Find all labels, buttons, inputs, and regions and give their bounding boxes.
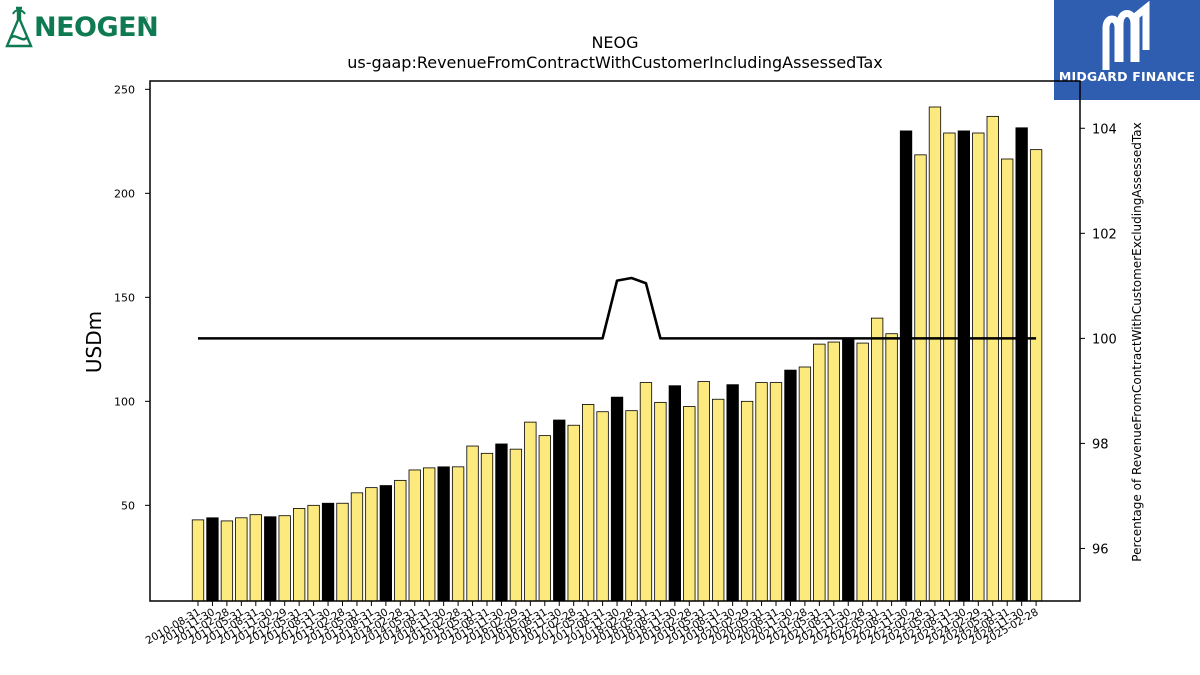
y-tick-label: 250 [114,83,135,96]
bar-2014-11-30 [437,466,450,602]
y2-tick-label: 96 [1092,542,1109,557]
bar-2019-11-30 [726,384,739,602]
bar-2019-08-31 [712,398,725,602]
bar-2018-05-31 [639,382,653,602]
bar-2011-08-31 [249,514,262,602]
bar-2017-05-31 [582,404,595,602]
bar-2010-08-31 [191,519,205,602]
bar-2015-11-30 [495,443,508,602]
bar-2025-02-28 [1029,149,1043,602]
y2-tick-label: 102 [1092,227,1117,242]
bar-2022-11-30 [899,130,913,602]
registered-mark: ® [142,16,149,24]
bar-2011-11-30 [264,516,277,602]
bar-2016-08-31 [538,435,551,602]
bar-2015-02-28 [451,466,465,602]
bar-2011-05-31 [235,517,248,602]
bar-2021-02-28 [798,366,812,602]
bars [191,106,1043,602]
bar-2024-05-31 [986,115,999,602]
bar-2013-08-31 [365,487,378,602]
bar-2014-02-28 [394,479,407,602]
bar-2023-11-30 [957,130,970,602]
bar-2015-05-31 [466,445,479,602]
x-axis: 2010-08-312010-11-302011-02-282011-05-31… [144,601,1041,647]
bar-2014-08-31 [423,467,436,602]
neogen-logo: NEOGEN ® [4,4,159,52]
bar-2012-11-30 [321,502,335,602]
bar-2019-05-31 [697,381,710,602]
bar-2016-05-31 [524,421,537,602]
y-tick-label: 100 [114,395,135,408]
bar-2012-02-29 [278,515,291,602]
percentage-line [198,276,1037,340]
neogen-wordmark: NEOGEN [34,12,159,43]
bar-2023-08-31 [943,132,956,602]
chart-title: NEOG [591,33,638,52]
bar-2013-05-31 [350,492,364,602]
bar-2017-02-28 [567,424,580,602]
bar-2016-02-29 [509,448,523,602]
bar-2012-08-31 [307,504,320,602]
bar-2018-08-31 [654,401,667,602]
bar-2013-11-30 [379,485,393,602]
bar-2013-02-28 [336,502,349,602]
bar-2017-11-30 [610,396,624,602]
bar-2017-08-31 [596,411,609,602]
bar-2021-11-30 [842,337,855,602]
bar-2023-02-28 [914,154,927,602]
bar-2015-08-31 [480,452,494,602]
y-tick-label: 50 [121,499,135,512]
y-axis-left: 50 100 150 200 250 [114,83,150,512]
bar-2014-05-31 [408,469,421,602]
bar-2018-11-30 [668,385,681,602]
y-tick-label: 200 [114,187,135,200]
plot-frame [149,80,1081,602]
bar-2022-02-28 [856,342,869,602]
bar-2018-02-28 [625,410,638,602]
y-axis-label: USDm [82,311,106,373]
bar-2022-08-31 [885,333,898,602]
midgard-wordmark: MIDGARD FINANCE [1058,69,1196,84]
bar-2022-05-31 [871,317,884,602]
y-axis-right: 96 98 100 102 104 [1080,122,1117,557]
bar-2024-08-31 [1001,158,1014,602]
y2-tick-label: 98 [1092,437,1109,452]
chart-subtitle: us-gaap:RevenueFromContractWithCustomerI… [347,53,882,72]
bar-2020-08-31 [769,382,783,602]
bar-2019-02-28 [683,406,696,602]
neogen-flask-icon [5,6,33,48]
y2-axis-label: Percentage of RevenueFromContractWithCus… [1130,122,1144,561]
bar-2024-11-30 [1015,127,1028,602]
bar-2020-05-31 [755,382,768,602]
percentage-line-layer [198,276,1037,340]
bar-2021-05-31 [813,343,826,602]
bar-2023-05-31 [928,106,942,602]
y2-tick-label: 104 [1092,122,1117,137]
y-tick-label: 150 [114,291,135,304]
bar-2020-02-29 [740,400,754,602]
bar-2020-11-30 [784,369,797,602]
bar-2016-11-30 [553,419,566,602]
bar-2011-02-28 [220,520,234,602]
bar-2024-02-29 [972,132,985,602]
y2-tick-label: 100 [1092,332,1117,347]
bar-2021-08-31 [827,341,840,602]
midgard-finance-logo: MIDGARD FINANCE [1054,0,1200,100]
midgard-m-icon [1102,0,1150,70]
bar-2010-11-30 [206,517,219,602]
bar-2012-05-31 [292,508,306,602]
